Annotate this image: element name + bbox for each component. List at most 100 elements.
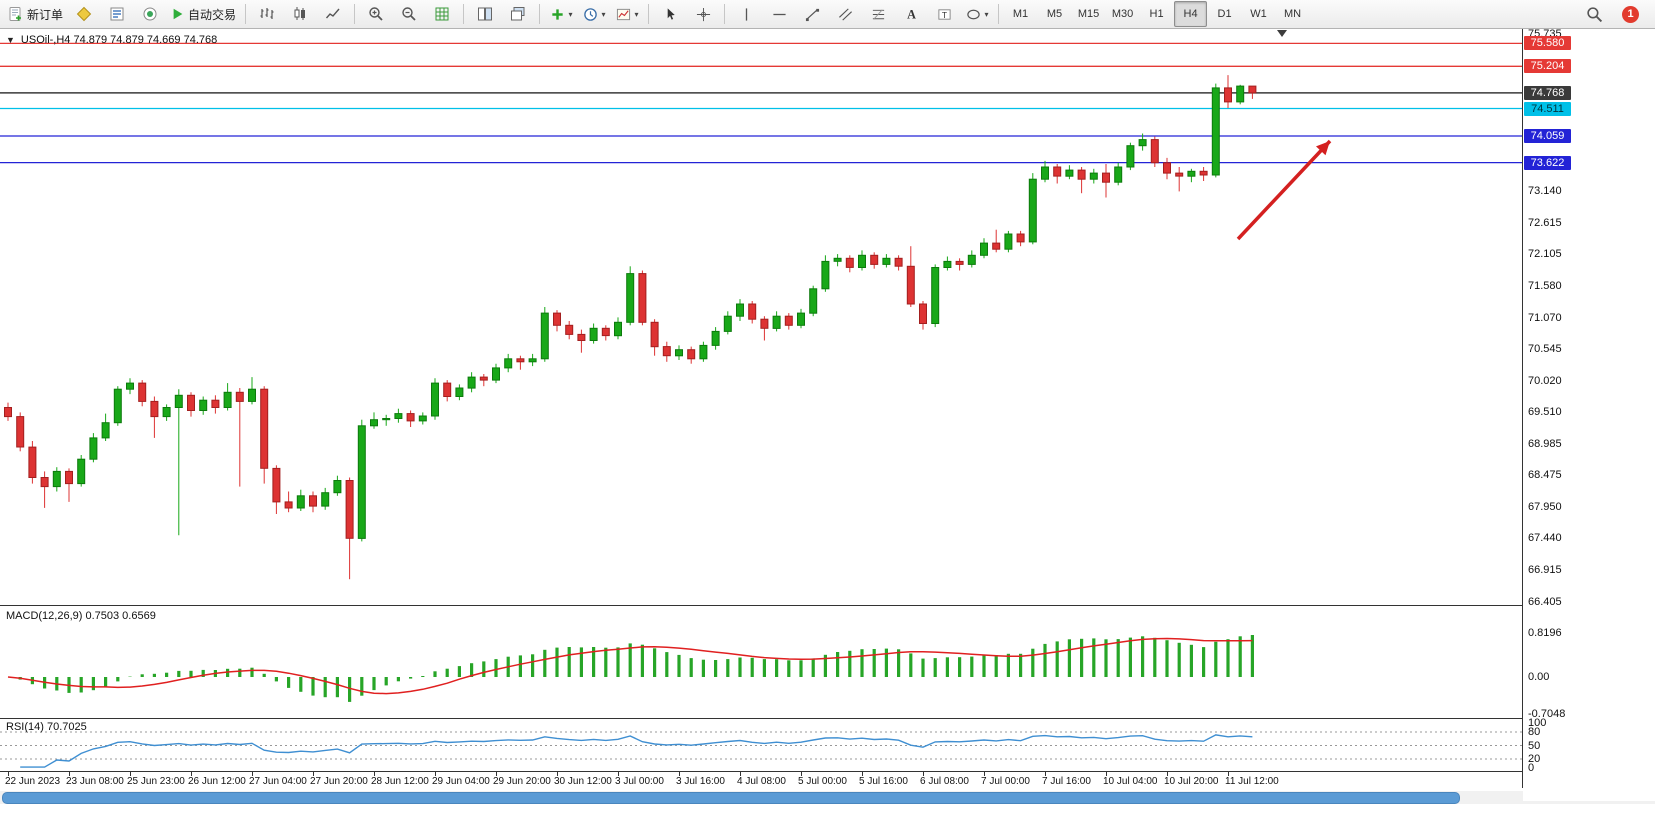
timeframe-h1[interactable]: H1 [1149, 8, 1164, 20]
channel-button[interactable] [829, 1, 861, 27]
macd-signal-line [7, 637, 1253, 695]
strategy-tester-button[interactable] [426, 1, 458, 27]
cursor-button[interactable] [654, 1, 686, 27]
price-axis-label: 69.510 [1528, 406, 1562, 419]
price-axis-label: 66.405 [1528, 595, 1562, 608]
template-icon [616, 8, 630, 20]
price-axis-label: 66.915 [1528, 564, 1562, 577]
timeframe-h4[interactable]: H4 [1174, 1, 1208, 27]
price-axis-label: 68.475 [1528, 469, 1562, 482]
time-axis-label: 27 Jun 04:00 [249, 776, 307, 787]
rsi-axis-label: 100 [1528, 717, 1547, 729]
metaeditor-button[interactable] [68, 1, 100, 27]
zoom-out-button[interactable] [393, 1, 425, 27]
time-axis-label: 28 Jun 12:00 [371, 776, 429, 787]
time-axis-label: 11 Jul 12:00 [1225, 776, 1279, 787]
timeframe-w1[interactable]: W1 [1250, 8, 1267, 20]
zoom-in-icon [369, 7, 383, 21]
time-axis-label: 5 Jul 16:00 [859, 776, 908, 787]
timeframe-d1[interactable]: D1 [1217, 8, 1232, 20]
time-axis-label: 27 Jun 20:00 [310, 776, 368, 787]
chart-shift-marker[interactable] [1277, 30, 1287, 37]
rsi-axis-label: 0 [1528, 762, 1535, 774]
main-chart[interactable] [0, 29, 1522, 605]
time-axis-tick [69, 772, 70, 776]
time-axis-tick [313, 772, 314, 776]
crosshair-button[interactable] [687, 1, 719, 27]
price-axis-label: 68.985 [1528, 438, 1562, 451]
market-watch-button[interactable] [101, 1, 133, 27]
shapes-button[interactable]: ▾ [961, 1, 993, 27]
trendline-button[interactable] [796, 1, 828, 27]
macd-panel[interactable] [0, 606, 1522, 718]
price-level-badge: 75.580 [1524, 36, 1571, 51]
price-axis-label: 70.020 [1528, 375, 1562, 388]
new-order-button[interactable]: 新订单 [4, 1, 67, 27]
price-axis-label: 67.950 [1528, 501, 1562, 514]
toolbar-divider [245, 4, 247, 24]
time-axis-label: 23 Jun 08:00 [66, 776, 124, 787]
horizontal-scrollbar[interactable] [0, 791, 1655, 804]
new-order-icon [9, 7, 21, 21]
price-axis-label: 73.140 [1528, 185, 1562, 198]
search-button[interactable] [1578, 1, 1610, 27]
add-indicator-button[interactable]: ▾ [545, 1, 577, 27]
timeframe-m1[interactable]: M1 [1012, 8, 1029, 20]
autotrading-button[interactable]: 自动交易 [167, 1, 240, 27]
zoom-in-button[interactable] [360, 1, 392, 27]
label-tool-button[interactable]: T [928, 1, 960, 27]
chart-title-text: USOil-,H4 74.879 74.879 74.669 74.768 [20, 34, 218, 46]
candles [4, 75, 1257, 580]
candlestick-icon [294, 7, 306, 20]
text-tool-button[interactable]: A [895, 1, 927, 27]
notification-badge[interactable]: 1 [1622, 5, 1639, 23]
time-axis-label: 29 Jun 20:00 [493, 776, 551, 787]
horizontal-line-icon [772, 13, 786, 15]
vertical-line-button[interactable] [730, 1, 762, 27]
timeframe-m30[interactable]: M30 [1111, 8, 1134, 20]
periods-button[interactable]: ▾ [578, 1, 610, 27]
time-axis-label: 7 Jul 00:00 [981, 776, 1030, 787]
rsi-axis-label: 80 [1528, 726, 1541, 738]
chart-area[interactable]: ▼ USOil-,H4 74.879 74.879 74.669 74.768 … [0, 28, 1655, 834]
timeframe-m5[interactable]: M5 [1046, 8, 1063, 20]
data-window-button[interactable] [134, 1, 166, 27]
candlestick-chart-button[interactable] [284, 1, 316, 27]
templates-button[interactable]: ▾ [611, 1, 643, 27]
svg-text:A: A [907, 7, 916, 21]
time-axis-tick [679, 772, 680, 776]
time-axis-tick [1228, 772, 1229, 776]
macd-axis-label: 0.8196 [1528, 626, 1562, 639]
fibonacci-icon [872, 8, 884, 20]
timeframe-mn[interactable]: MN [1283, 8, 1302, 20]
timeframe-m15[interactable]: M15 [1077, 8, 1100, 20]
chevron-down-icon: ▾ [601, 9, 606, 19]
rsi-axis-label: 50 [1528, 739, 1541, 752]
scrollbar-thumb[interactable] [2, 792, 1460, 804]
price-level-lines[interactable] [0, 42, 1522, 164]
rsi-panel[interactable] [0, 719, 1522, 771]
time-axis-label: 10 Jul 20:00 [1164, 776, 1219, 787]
time-axis-label: 10 Jul 04:00 [1103, 776, 1158, 787]
price-axis[interactable]: 75.735 73.140 72.615 72.105 71.580 71.070 70.5… [1523, 28, 1655, 801]
time-axis-tick [984, 772, 985, 776]
time-axis-tick [740, 772, 741, 776]
horizontal-line-button[interactable] [763, 1, 795, 27]
cascade-windows-icon [511, 7, 525, 21]
time-axis-label: 7 Jul 16:00 [1042, 776, 1091, 787]
bar-chart-button[interactable] [251, 1, 283, 27]
expand-panel-arrow[interactable]: ▼ [6, 34, 15, 45]
trend-arrow[interactable] [1236, 139, 1332, 241]
time-axis-label: 3 Jul 00:00 [615, 776, 664, 787]
tile-windows-button[interactable] [469, 1, 501, 27]
time-axis[interactable]: 22 Jun 2023 23 Jun 08:00 25 Jun 23:00 26 Ju… [0, 772, 1522, 789]
panel-divider[interactable] [0, 605, 1655, 606]
time-axis-tick [862, 772, 863, 776]
fibonacci-button[interactable] [862, 1, 894, 27]
cascade-windows-button[interactable] [502, 1, 534, 27]
line-chart-button[interactable] [317, 1, 349, 27]
panel-divider[interactable] [0, 718, 1655, 719]
price-level-badge: 74.511 [1524, 101, 1571, 116]
rsi-label: RSI(14) 70.7025 [6, 721, 87, 733]
label-icon: T [937, 8, 951, 19]
